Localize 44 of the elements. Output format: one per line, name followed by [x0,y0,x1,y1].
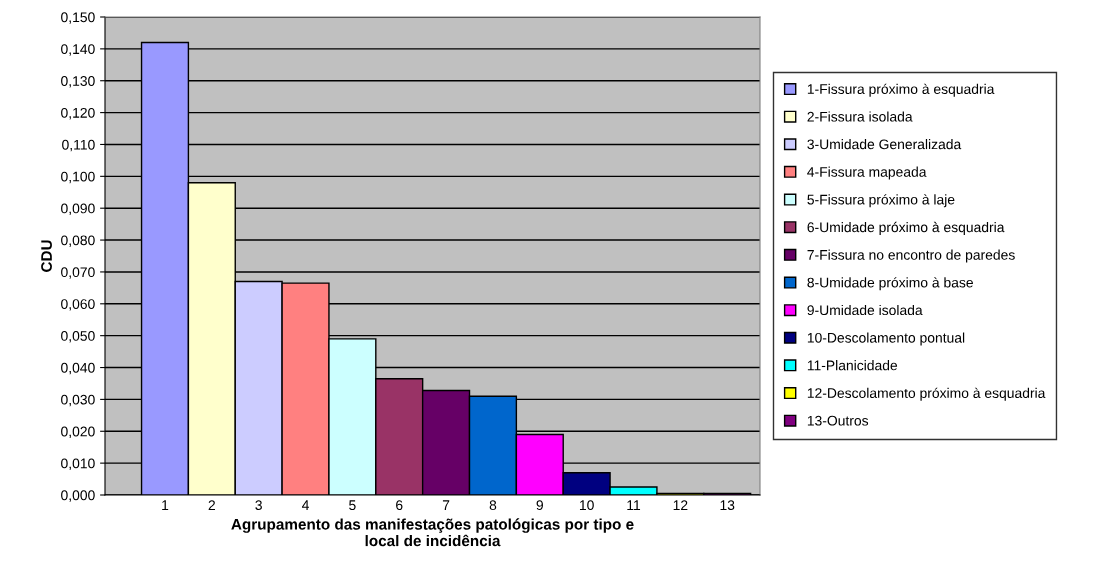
y-tick-label: 0,120 [61,107,95,120]
y-tick-label: 0,060 [61,299,95,311]
legend-label: 8-Umidade próximo à base [807,277,973,291]
x-tick-label: 12 [673,500,688,510]
x-tick-label: 9 [536,500,543,511]
legend-label: 5-Fissura próximo à laje [807,194,955,208]
x-tick-label: 10 [579,500,594,511]
x-tick-label: 1 [162,500,169,510]
legend-label: 7-Fissura no encontro de paredes [807,249,1015,263]
y-tick-label: 0,150 [61,12,95,24]
y-tick-label: 0,080 [61,235,95,247]
legend-label: 1-Fissura próximo à esquadria [807,83,995,97]
legend-label: 2-Fissura isolada [807,111,913,122]
y-tick-label: 0,130 [61,76,95,88]
legend-label: 12-Descolamento próximo à esquadria [807,387,1046,401]
legend-label: 6-Umidade próximo à esquadria [807,221,1005,235]
x-tick-label: 3 [255,500,262,511]
y-tick-label: 0,050 [61,331,95,343]
y-tick-label: 0,020 [61,426,95,439]
y-tick-label: 0,040 [61,362,95,375]
legend-label: 9-Umidade isolada [807,304,923,316]
x-tick-label: 5 [349,500,356,511]
y-tick-label: 0,140 [61,44,95,56]
x-tick-label: 2 [208,500,215,510]
legend-label: 13-Outros [807,415,869,426]
y-tick-label: 0,070 [61,267,95,279]
y-axis-title: CDU [41,240,52,272]
y-tick-label: 0,010 [61,458,95,470]
x-tick-label: 11 [627,500,641,510]
x-tick-label: 8 [489,500,497,511]
x-tick-label: 7 [442,500,450,510]
y-tick-label: 0,110 [62,139,95,152]
legend-label: 4-Fissura mapeada [807,166,927,180]
y-tick-label: 0,000 [61,490,95,502]
x-tick-label: 4 [301,500,309,510]
x-axis-title: Agrupamento das manifestações patológicas por tipo e local de incidência [231,518,634,547]
y-tick-label: 0,100 [61,171,95,184]
x-tick-label: 6 [396,500,403,511]
x-tick-label: 13 [720,500,735,511]
legend-label: 11-Planicidade [807,360,898,371]
y-tick-label: 0,030 [61,394,95,407]
legend-label: 3-Umidade Generalizada [807,139,962,150]
legend-label: 10-Descolamento pontual [807,332,965,346]
y-tick-label: 0,090 [61,203,95,216]
